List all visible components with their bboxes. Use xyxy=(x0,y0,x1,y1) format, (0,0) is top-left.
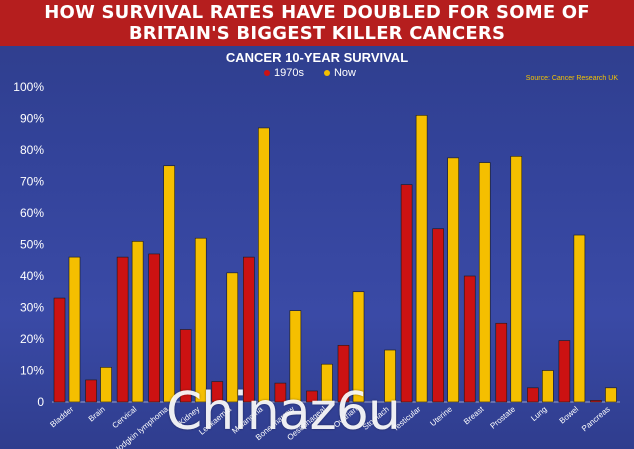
bar-1970s xyxy=(85,379,97,403)
bar-1970s xyxy=(495,322,508,403)
bar-now xyxy=(258,127,270,403)
x-tick-label: Cervical xyxy=(110,405,138,431)
bar-now xyxy=(352,291,365,403)
bar-1970s xyxy=(558,340,571,403)
legend-item-1970s: 1970s xyxy=(264,67,304,79)
x-tick-label: Hodgkin lymphoma xyxy=(112,404,171,449)
bar-now xyxy=(415,115,428,403)
legend-swatch-now xyxy=(323,70,330,76)
x-tick-label: Bowel xyxy=(558,404,581,425)
bar-now xyxy=(573,234,586,403)
y-tick-label: 100% xyxy=(13,80,44,94)
y-tick-label: 0 xyxy=(37,395,44,409)
chart-source: Source: Cancer Research UK xyxy=(525,75,618,82)
legend-swatch-1970s xyxy=(264,70,270,76)
x-tick-label: Uterine xyxy=(428,404,454,428)
y-tick-label: 40% xyxy=(20,269,44,283)
y-tick-label: 80% xyxy=(20,143,44,157)
headline-line-1: HOW SURVIVAL RATES HAVE DOUBLED FOR SOME… xyxy=(44,2,590,23)
x-tick-label: Pancreas xyxy=(580,405,612,434)
bar-1970s xyxy=(148,253,160,403)
bar-1970s xyxy=(337,344,350,403)
bar-1970s xyxy=(400,184,413,403)
y-tick-label: 50% xyxy=(20,238,44,252)
bar-now xyxy=(321,363,333,403)
bar-1970s xyxy=(179,329,192,403)
chart-title: CANCER 10-YEAR SURVIVAL xyxy=(225,50,409,65)
bar-now xyxy=(194,237,207,403)
bar-1970s xyxy=(527,387,539,403)
bar-now xyxy=(68,256,81,403)
bar-now xyxy=(478,162,491,403)
x-tick-label: Bladder xyxy=(48,404,75,429)
y-tick-label: 30% xyxy=(20,301,44,315)
chart-legend: 1970s Now xyxy=(264,67,356,79)
y-tick-label: 20% xyxy=(20,332,44,346)
bar-1970s xyxy=(306,390,318,403)
legend-item-now: Now xyxy=(323,67,356,79)
bar-now xyxy=(510,156,523,403)
bar-now xyxy=(447,157,459,403)
y-tick-label: 70% xyxy=(20,175,44,189)
bar-1970s xyxy=(243,256,255,403)
bar-now xyxy=(163,165,175,403)
bar-now xyxy=(226,272,239,403)
headline: HOW SURVIVAL RATES HAVE DOUBLED FOR SOME… xyxy=(0,0,634,46)
bar-now xyxy=(384,349,396,403)
bar-1970s xyxy=(274,382,287,403)
bar-1970s xyxy=(463,275,476,403)
bar-now xyxy=(542,370,554,403)
y-tick-label: 90% xyxy=(20,112,44,126)
y-tick-label: 60% xyxy=(20,206,44,220)
bar-now xyxy=(100,367,112,403)
bar-1970s xyxy=(53,297,66,403)
bar-now xyxy=(131,241,144,403)
bar-1970s xyxy=(432,228,444,403)
bar-now xyxy=(289,310,302,403)
y-tick-label: 10% xyxy=(20,364,44,378)
x-tick-label: Brain xyxy=(87,405,107,424)
bar-1970s xyxy=(211,381,224,403)
bar-now xyxy=(605,387,617,403)
headline-line-2: BRITAIN'S BIGGEST KILLER CANCERS xyxy=(128,23,506,44)
bar-1970s xyxy=(590,400,602,403)
legend-label-1970s: 1970s xyxy=(274,67,304,79)
watermark-text: Chinaz6u xyxy=(166,382,401,442)
legend-label-now: Now xyxy=(333,67,356,79)
bar-1970s xyxy=(116,256,129,403)
x-tick-label: Breast xyxy=(462,404,486,426)
x-tick-label: Prostate xyxy=(488,404,517,430)
x-tick-label: Lung xyxy=(529,405,548,423)
